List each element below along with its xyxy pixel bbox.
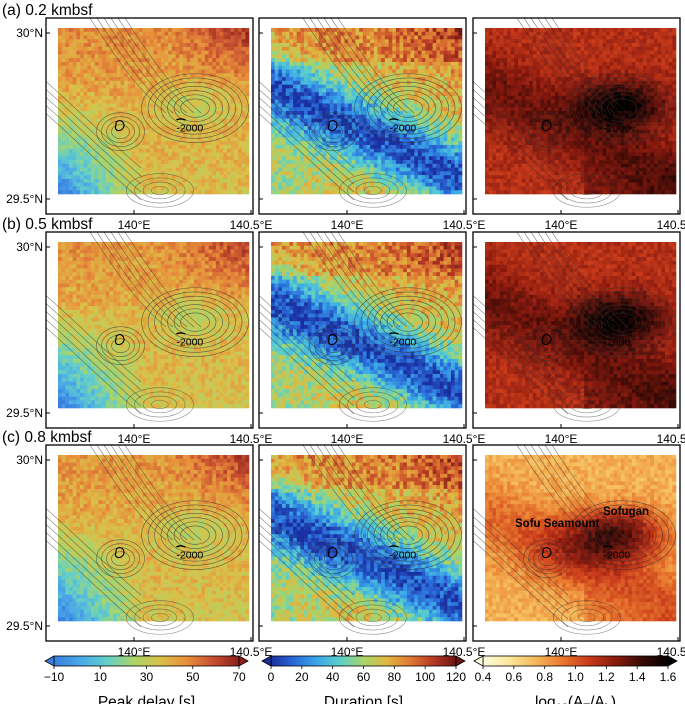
panel-frame [45, 231, 254, 429]
map-panel-r3-c3: -2000 140°E 140.5°E [472, 444, 685, 659]
x-tick-label: 140°E [331, 432, 364, 446]
panel-frame [472, 231, 681, 429]
panel-frame [258, 17, 467, 215]
colorbar-tick-label: 1.4 [629, 670, 646, 684]
map-panel-r1-c3: -2000 140°E 140.5°E [472, 17, 685, 232]
row-label: (b) 0.5 kmbsf [2, 216, 93, 233]
annotation-sofugan: Sofugan [603, 506, 649, 518]
heatmap-cells [485, 28, 677, 195]
contour-label: -2000 [603, 337, 630, 349]
panel-frame [472, 17, 681, 215]
map-panel-r1-c2: -2000 140°E 140.5°E [258, 17, 486, 232]
heatmap-cells [271, 28, 463, 195]
heatmap-cells [485, 242, 677, 409]
contour-label: -2000 [603, 550, 630, 562]
colorbar-tick-label: 0.6 [505, 670, 522, 684]
contour-label: -2000 [389, 550, 416, 562]
colorbar-tick-label: 1.0 [567, 670, 584, 684]
x-tick-label: 140°E [331, 645, 364, 659]
x-tick-label: 140.5°E [230, 218, 273, 232]
colorbar-tick-label: 0.8 [536, 670, 553, 684]
x-tick-label: 140.5°E [443, 645, 486, 659]
y-tick-label: 29.5°N [6, 406, 43, 420]
colorbar-tick-label: 120 [446, 670, 466, 684]
colorbar-3: 0.4 0.6 0.8 1.0 1.2 1.4 1.6 log10(AT/Ab) [473, 655, 678, 704]
colorbar-2: 0 20 40 60 80 100 120 Duration [s] [261, 655, 466, 704]
map-panel-r1-c1: -2000 140°E 140.5°E 30°N 29.5°N [6, 17, 273, 232]
heatmap-cells [485, 455, 677, 622]
colorbar-tick-label: 70 [232, 670, 246, 684]
x-tick-label: 140.5°E [657, 645, 685, 659]
x-tick-label: 140°E [118, 645, 151, 659]
colorbar-tick-label: −10 [44, 670, 65, 684]
contour-label: -2000 [176, 337, 203, 349]
colorbar-tick-label: 0.4 [475, 670, 492, 684]
x-tick-label: 140°E [545, 432, 578, 446]
map-panel-r3-c2: -2000 140°E 140.5°E [258, 444, 486, 659]
map-panel-r3-c1: -2000 140°E 140.5°E 30°N 29.5°N [6, 444, 273, 659]
panel-frame [45, 444, 254, 642]
contour-label: -2000 [389, 337, 416, 349]
contour-label: -2000 [603, 123, 630, 135]
colorbar-tick-label: 30 [140, 670, 154, 684]
colorbar-tick-label: 40 [326, 670, 340, 684]
colorbar-tick-label: 10 [94, 670, 108, 684]
row-label: (a) 0.2 kmbsf [2, 2, 93, 19]
colorbar-tick-label: 1.6 [660, 670, 677, 684]
y-tick-label: 29.5°N [6, 619, 43, 633]
heatmap-cells [58, 28, 250, 195]
heatmap-cells [271, 242, 463, 409]
heatmap-cells [58, 455, 250, 622]
heatmap-cells [271, 455, 463, 622]
colorbar-tick-label: 1.2 [598, 670, 615, 684]
map-panel-r2-c3: -2000 140°E 140.5°E [472, 231, 685, 446]
panel-frame [472, 444, 681, 642]
x-tick-label: 140°E [545, 218, 578, 232]
x-tick-label: 140°E [118, 218, 151, 232]
colorbar-label: Peak delay [s] [98, 694, 195, 704]
colorbar-1: −10 10 30 50 70 Peak delay [s] [44, 655, 249, 704]
colorbar-tick-label: 50 [186, 670, 200, 684]
y-tick-label: 30°N [16, 453, 43, 467]
map-panel-r2-c1: -2000 140°E 140.5°E 30°N 29.5°N [6, 231, 273, 446]
colorbar-label: Duration [s] [324, 694, 403, 704]
panel-frame [258, 444, 467, 642]
contour-label: -2000 [176, 123, 203, 135]
x-tick-label: 140.5°E [657, 432, 685, 446]
x-tick-label: 140°E [545, 645, 578, 659]
y-tick-label: 29.5°N [6, 192, 43, 206]
x-tick-label: 140.5°E [443, 218, 486, 232]
colorbar-tick-label: 0 [268, 670, 275, 684]
colorbar-label: log10(AT/Ab) [535, 694, 616, 704]
y-tick-label: 30°N [16, 240, 43, 254]
panel-frame [258, 231, 467, 429]
colorbar-tick-label: 60 [357, 670, 371, 684]
colorbar-tick-label: 80 [388, 670, 402, 684]
colorbar-tick-label: 100 [415, 670, 435, 684]
heatmap-cells [58, 242, 250, 409]
x-tick-label: 140.5°E [230, 432, 273, 446]
x-tick-label: 140.5°E [657, 218, 685, 232]
colorbar-tick-label: 20 [295, 670, 309, 684]
x-tick-label: 140°E [331, 218, 364, 232]
row-label: (c) 0.8 kmbsf [2, 429, 92, 446]
annotation-sofu-seamount: Sofu Seamount [515, 518, 600, 530]
x-tick-label: 140.5°E [443, 432, 486, 446]
y-tick-label: 30°N [16, 26, 43, 40]
map-panel-r2-c2: -2000 140°E 140.5°E [258, 231, 486, 446]
x-tick-label: 140°E [118, 432, 151, 446]
contour-label: -2000 [389, 123, 416, 135]
panel-frame [45, 17, 254, 215]
contour-label: -2000 [176, 550, 203, 562]
x-tick-label: 140.5°E [230, 645, 273, 659]
